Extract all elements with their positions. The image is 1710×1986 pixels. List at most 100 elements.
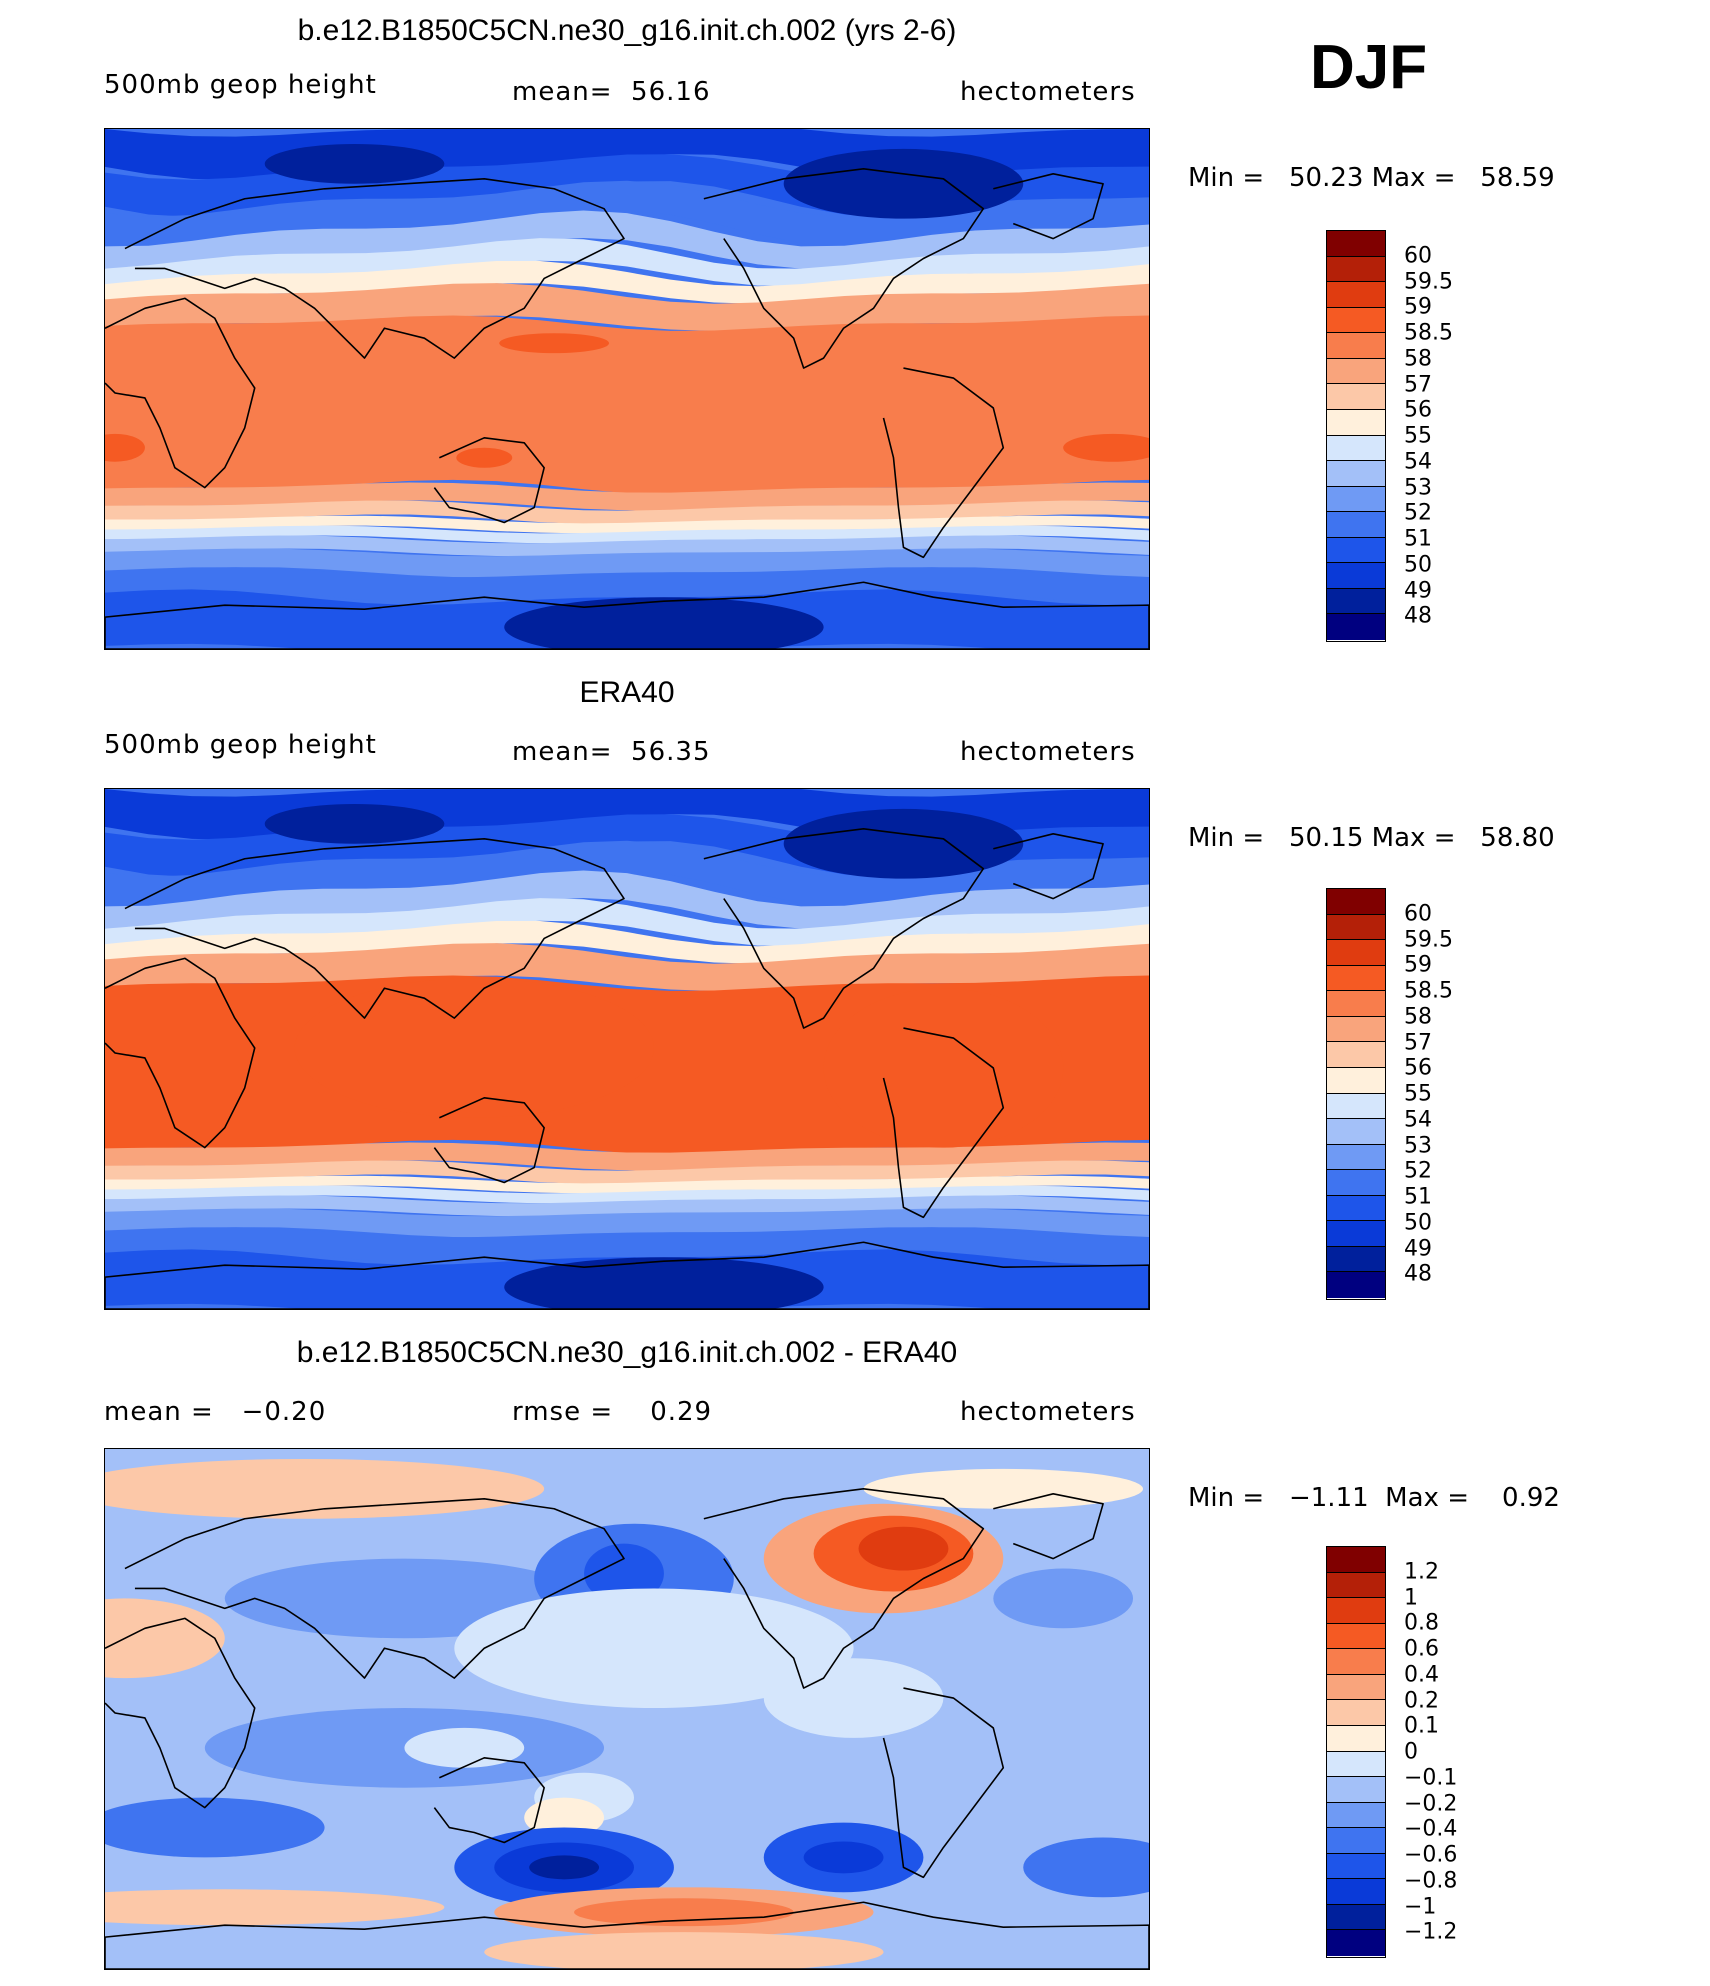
colorbar-tick-label: 59	[1404, 294, 1432, 320]
colorbar-swatch	[1327, 1751, 1385, 1778]
coastline	[882, 1687, 1005, 1879]
contour-band	[105, 840, 1149, 907]
colorbar-tick-label: 60	[1404, 243, 1432, 269]
colorbar-tick-label: 1	[1404, 1585, 1418, 1610]
colorbar-swatch	[1327, 1067, 1385, 1094]
panel3-mean: mean = −0.20	[104, 1397, 327, 1427]
colorbar-tick-label: 0.6	[1404, 1636, 1439, 1662]
coastline	[993, 833, 1104, 900]
anomaly-contour	[763, 1658, 944, 1738]
colorbar-swatch	[1327, 1119, 1385, 1145]
colorbar-swatch	[1327, 588, 1385, 615]
season-label: DJF	[1310, 33, 1428, 102]
panel3-title: b.e12.B1850C5CN.ne30_g16.init.ch.002 - E…	[296, 1336, 958, 1369]
colorbar-swatch	[1327, 1246, 1385, 1273]
colorbar-swatch	[1327, 1853, 1385, 1880]
colorbar-swatch	[1327, 384, 1385, 410]
colorbar-tick-label: 48	[1404, 1261, 1432, 1287]
colorbar-tick-label: 51	[1404, 526, 1432, 552]
colorbar-swatch	[1327, 991, 1385, 1017]
colorbar-tick-label: 0.2	[1404, 1688, 1439, 1713]
colorbar-tick-label: 52	[1404, 500, 1432, 526]
polar-low-contour	[264, 143, 445, 184]
anomaly-contour	[105, 1458, 545, 1519]
colorbar-swatch	[1327, 1042, 1385, 1068]
colorbar-tick-label: 55	[1404, 1081, 1432, 1107]
colorbar-swatch	[1327, 965, 1385, 992]
coastline	[105, 1617, 256, 1809]
colorbar-swatch	[1327, 1649, 1385, 1675]
colorbar-tick-label: 60	[1404, 901, 1432, 927]
colorbar-tick-label: 52	[1404, 1158, 1432, 1184]
panel1-minmax: Min = 50.23 Max = 58.59	[1188, 163, 1555, 193]
coastline	[105, 1901, 1149, 1969]
contour-band	[105, 1185, 1149, 1204]
polar-low-contour	[783, 148, 1024, 219]
coastline	[124, 838, 625, 1019]
colorbar-tick-label: 0	[1404, 1739, 1418, 1765]
colorbar-swatch	[1327, 1700, 1385, 1726]
tropical-high-contour	[105, 433, 145, 462]
contour-band	[105, 1195, 1149, 1217]
colorbar-tick-label: 53	[1404, 475, 1432, 500]
anomaly-contour	[1023, 1837, 1149, 1898]
panel2-colorbar	[1326, 888, 1386, 1300]
colorbar-swatch	[1327, 614, 1385, 640]
contour-band	[105, 1208, 1149, 1238]
colorbar-tick-label: 49	[1404, 1236, 1432, 1261]
contour-band	[105, 535, 1149, 557]
panel1-mean: mean= 56.16	[512, 77, 711, 107]
panel3-contour-plot	[105, 1449, 1149, 1969]
panel3-map	[104, 1448, 1150, 1970]
tropical-high-contour	[294, 978, 654, 1118]
colorbar-swatch	[1327, 461, 1385, 487]
coastline	[124, 178, 625, 359]
anomaly-contour	[484, 1932, 884, 1969]
colorbar-tick-label: 56	[1404, 397, 1432, 423]
colorbar-tick-label: 53	[1404, 1133, 1432, 1158]
contour-band	[105, 898, 1149, 947]
panel1-field-label: 500mb geop height	[104, 70, 377, 100]
colorbar-swatch	[1327, 1195, 1385, 1222]
colorbar-tick-label: −1.2	[1404, 1919, 1458, 1945]
panel3-rmse: rmse = 0.29	[512, 1397, 713, 1427]
colorbar-swatch	[1327, 1777, 1385, 1803]
anomaly-contour	[863, 1468, 1144, 1509]
panel1-units: hectometers	[960, 77, 1136, 107]
colorbar-swatch	[1327, 486, 1385, 513]
colorbar-tick-label: −0.1	[1404, 1765, 1458, 1791]
coastline	[703, 1488, 985, 1689]
colorbar-swatch	[1327, 1572, 1385, 1599]
colorbar-swatch	[1327, 1272, 1385, 1298]
colorbar-swatch	[1327, 940, 1385, 966]
anomaly-contour	[858, 1526, 949, 1571]
colorbar-tick-label: 54	[1404, 449, 1432, 475]
coastline	[124, 1498, 625, 1679]
colorbar-tick-label: 1.2	[1404, 1559, 1439, 1585]
coastline	[105, 297, 256, 489]
panel2-title: ERA40	[579, 676, 675, 709]
colorbar-swatch	[1327, 1904, 1385, 1931]
coastline	[105, 957, 256, 1149]
panel2-mean: mean= 56.35	[512, 737, 711, 767]
tropical-high-contour	[823, 988, 1064, 1148]
colorbar-tick-label: 0.1	[1404, 1713, 1439, 1739]
contour-band	[105, 1227, 1149, 1265]
coastline	[433, 1097, 545, 1184]
colorbar-swatch	[1327, 1144, 1385, 1171]
colorbar-swatch	[1327, 1623, 1385, 1650]
colorbar-swatch	[1327, 914, 1385, 941]
colorbar-swatch	[1327, 231, 1385, 257]
colorbar-tick-label: 57	[1404, 372, 1432, 397]
colorbar-tick-label: −0.2	[1404, 1791, 1458, 1816]
contour-band	[105, 920, 1149, 964]
anomaly-contour	[404, 1727, 525, 1768]
contour-band	[105, 260, 1149, 304]
colorbar-swatch	[1327, 282, 1385, 308]
colorbar-tick-label: 58	[1404, 346, 1432, 372]
colorbar-tick-label: 59.5	[1404, 927, 1453, 952]
colorbar-tick-label: 49	[1404, 578, 1432, 603]
anomaly-contour	[993, 1568, 1134, 1629]
coastline	[433, 1757, 545, 1844]
anomaly-contour	[524, 1797, 605, 1838]
